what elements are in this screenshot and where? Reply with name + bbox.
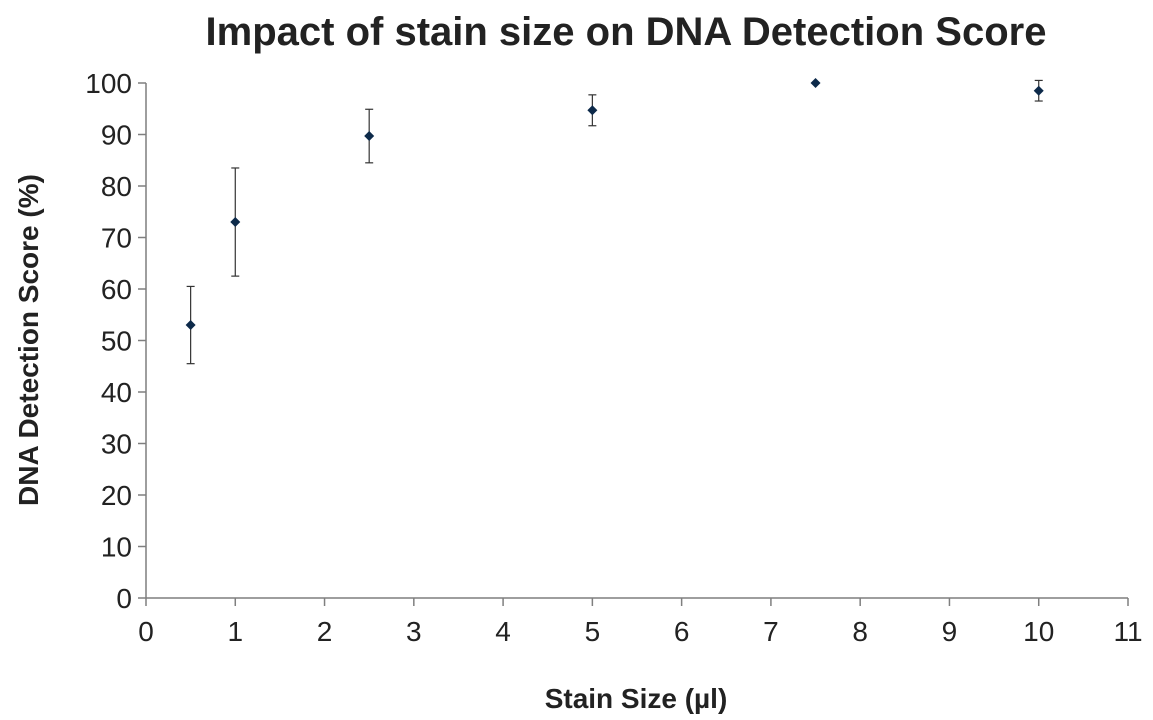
y-axis-title: DNA Detection Score (%) <box>13 174 44 506</box>
y-tick-label: 20 <box>101 480 132 511</box>
y-tick-label: 60 <box>101 274 132 305</box>
x-tick-label: 0 <box>138 616 154 647</box>
y-tick-label: 40 <box>101 377 132 408</box>
data-point <box>1033 85 1044 96</box>
data-points <box>185 78 1044 365</box>
y-tick-label: 30 <box>101 429 132 460</box>
y-tick-label: 70 <box>101 223 132 254</box>
x-tick-label: 1 <box>227 616 243 647</box>
x-tick-label: 6 <box>674 616 690 647</box>
y-tick-label: 100 <box>85 68 132 99</box>
x-tick-label: 10 <box>1023 616 1054 647</box>
y-tick-label: 10 <box>101 532 132 563</box>
x-tick-label: 7 <box>763 616 779 647</box>
x-tick-label: 11 <box>1113 616 1142 647</box>
chart-title: Impact of stain size on DNA Detection Sc… <box>206 10 1047 54</box>
data-point <box>185 320 196 331</box>
x-axis-ticks: 0 1 2 3 4 5 6 7 8 9 10 11 <box>138 598 1143 647</box>
data-point <box>230 217 241 228</box>
data-point <box>587 105 598 116</box>
y-tick-label: 90 <box>101 120 132 151</box>
y-tick-label: 80 <box>101 171 132 202</box>
x-tick-label: 4 <box>495 616 511 647</box>
x-axis-title: Stain Size (µl) <box>545 683 728 714</box>
x-tick-label: 8 <box>852 616 868 647</box>
y-tick-label: 0 <box>116 583 132 614</box>
x-tick-label: 3 <box>406 616 422 647</box>
x-tick-label: 9 <box>942 616 958 647</box>
x-tick-label: 5 <box>585 616 601 647</box>
y-axis-ticks: 0 10 20 30 40 50 60 70 80 90 100 <box>85 68 146 614</box>
y-tick-label: 50 <box>101 326 132 357</box>
data-point <box>364 131 375 142</box>
data-point <box>810 78 821 88</box>
x-tick-label: 2 <box>317 616 333 647</box>
